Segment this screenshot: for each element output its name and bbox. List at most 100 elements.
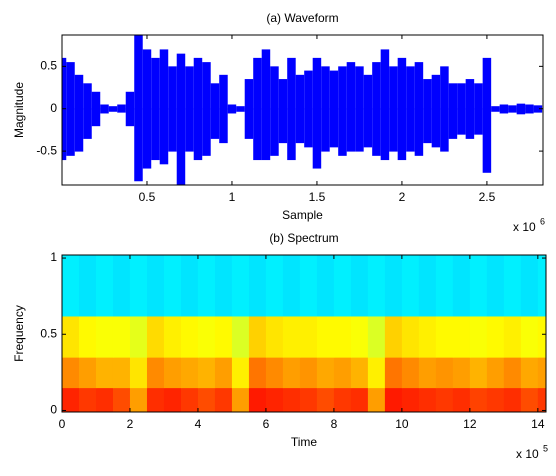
heat-cell bbox=[452, 387, 471, 412]
heat-cell bbox=[214, 315, 233, 358]
y-tick-label: 0.5 bbox=[40, 59, 57, 73]
x-tick-label: 1 bbox=[229, 190, 236, 204]
x-tick-label: 4 bbox=[195, 417, 202, 431]
heat-cell bbox=[163, 357, 182, 389]
wave-segment bbox=[278, 79, 288, 110]
wave-segment bbox=[83, 108, 92, 139]
x-tick-label: 0 bbox=[59, 417, 66, 431]
heat-cell bbox=[469, 315, 488, 358]
wave-segment bbox=[491, 108, 500, 112]
wave-segment bbox=[457, 108, 466, 135]
x-tick-label: 12 bbox=[463, 417, 477, 431]
heat-cell bbox=[78, 315, 97, 358]
x-tick-label: 0.5 bbox=[139, 190, 156, 204]
heat-cell bbox=[282, 387, 301, 412]
wave-segment bbox=[440, 66, 449, 110]
heat-cell bbox=[95, 315, 114, 358]
wave-segment bbox=[355, 108, 364, 152]
heat-cell bbox=[333, 357, 352, 389]
heat-cell bbox=[62, 255, 80, 317]
wave-segment bbox=[193, 108, 203, 161]
wave-segment bbox=[380, 108, 390, 161]
wave-segment bbox=[533, 108, 543, 113]
heat-cell bbox=[231, 315, 250, 358]
wave-segment bbox=[295, 108, 305, 144]
heat-cell bbox=[214, 387, 233, 412]
x-tick-label: 1.5 bbox=[309, 190, 326, 204]
x-exponent-base: x 10 bbox=[516, 447, 539, 461]
wave-segment bbox=[100, 108, 109, 114]
wave-segment bbox=[397, 57, 407, 110]
wave-segment bbox=[117, 104, 126, 110]
heat-cell bbox=[282, 357, 301, 389]
heat-cell bbox=[146, 315, 165, 358]
heat-cell bbox=[367, 255, 386, 317]
heat-cell bbox=[95, 387, 114, 412]
x-tick-label: 2.5 bbox=[479, 190, 496, 204]
heat-cell bbox=[384, 255, 403, 317]
wave-segment bbox=[142, 108, 152, 169]
heat-cell bbox=[316, 387, 335, 412]
wave-segment bbox=[210, 83, 220, 110]
wave-segment bbox=[117, 108, 126, 113]
heat-cell bbox=[350, 357, 369, 389]
wave-segment bbox=[516, 103, 526, 110]
heat-cell bbox=[78, 387, 97, 412]
heat-cell bbox=[265, 387, 284, 412]
wave-segment bbox=[414, 62, 424, 110]
wave-segment bbox=[448, 83, 458, 110]
heat-cell bbox=[95, 255, 114, 317]
heat-cell bbox=[418, 315, 437, 358]
wave-segment bbox=[151, 57, 160, 110]
heat-cell bbox=[503, 357, 522, 389]
wave-segment bbox=[227, 108, 237, 114]
y-axis-label: Magnitude bbox=[12, 82, 26, 138]
wave-segment bbox=[499, 104, 509, 110]
y-tick-label: 0.5 bbox=[40, 326, 57, 340]
wave-segment bbox=[134, 108, 143, 182]
heat-cell bbox=[299, 315, 318, 358]
heat-cell bbox=[62, 315, 80, 358]
wave-segment bbox=[363, 74, 373, 110]
wave-segment bbox=[62, 57, 67, 110]
wave-segment bbox=[474, 83, 483, 110]
heat-cell bbox=[486, 357, 505, 389]
wave-segment bbox=[482, 108, 492, 173]
heat-cell bbox=[537, 315, 546, 358]
chart-title: (a) Waveform bbox=[266, 11, 338, 25]
wave-segment bbox=[525, 104, 534, 110]
wave-segment bbox=[491, 106, 500, 110]
heat-cell bbox=[537, 357, 546, 389]
wave-segment bbox=[389, 108, 398, 152]
wave-segment bbox=[134, 35, 143, 110]
heat-cell bbox=[197, 387, 216, 412]
wave-segment bbox=[278, 108, 288, 144]
wave-segment bbox=[244, 108, 254, 139]
heat-cell bbox=[248, 387, 267, 412]
wave-segment bbox=[321, 66, 330, 110]
heat-cell bbox=[163, 315, 182, 358]
wave-segment bbox=[236, 106, 245, 110]
x-exponent: 5 bbox=[543, 443, 548, 453]
wave-segment bbox=[74, 108, 84, 152]
wave-segment bbox=[210, 108, 220, 139]
wave-segment bbox=[525, 108, 534, 114]
heat-cell bbox=[384, 315, 403, 358]
wave-segment bbox=[363, 108, 373, 148]
heat-cell bbox=[248, 255, 267, 317]
wave-segment bbox=[312, 57, 322, 110]
wave-segment bbox=[516, 108, 526, 115]
wave-segment bbox=[66, 62, 75, 110]
heat-cell bbox=[180, 357, 199, 389]
heat-cell bbox=[112, 387, 131, 412]
plot-area bbox=[62, 255, 546, 412]
heat-cell bbox=[231, 387, 250, 412]
heat-cell bbox=[248, 357, 267, 389]
heat-cell bbox=[231, 255, 250, 317]
wave-segment bbox=[168, 66, 177, 110]
heat-cell bbox=[299, 255, 318, 317]
heat-cell bbox=[520, 357, 539, 389]
wave-segment bbox=[457, 83, 466, 110]
heat-cell bbox=[537, 255, 546, 317]
